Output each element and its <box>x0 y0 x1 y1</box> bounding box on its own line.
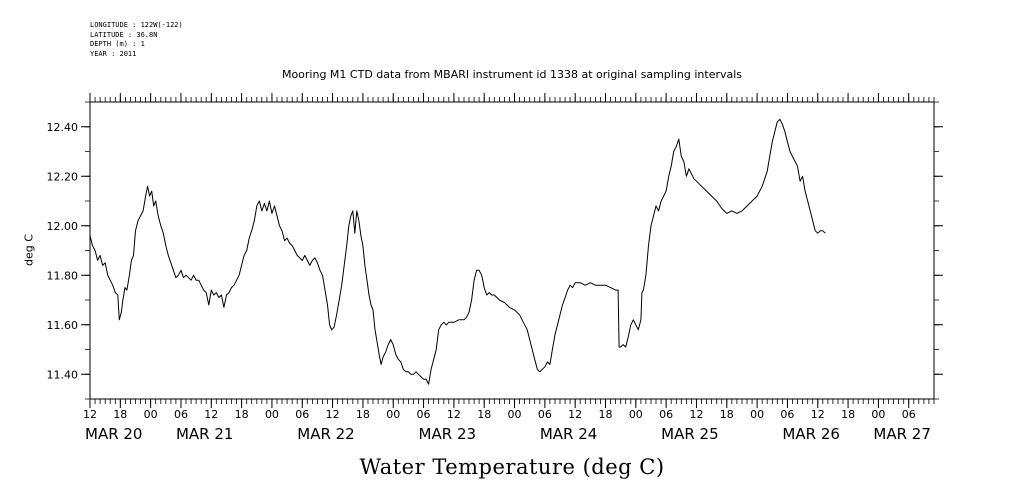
x-tick-label: 18 <box>841 408 855 421</box>
x-axis-label: Water Temperature (deg C) <box>359 455 665 479</box>
y-tick-label: 11.40 <box>47 368 79 381</box>
x-tick-label: 18 <box>720 408 734 421</box>
x-tick-label: 18 <box>356 408 370 421</box>
x-tick-label: 06 <box>659 408 673 421</box>
x-tick-label: 00 <box>871 408 885 421</box>
x-tick-label: 18 <box>477 408 491 421</box>
minor-tick-path <box>85 97 939 404</box>
x-date-label: MAR 27 <box>873 425 930 443</box>
x-tick-label: 00 <box>144 408 158 421</box>
x-tick-label: 06 <box>902 408 916 421</box>
x-tick-label: 18 <box>235 408 249 421</box>
plot-frame <box>89 101 935 400</box>
meta-longitude: LONGITUDE : 122W(-122) <box>90 21 183 29</box>
x-tick-label: 00 <box>265 408 279 421</box>
y-tick-label: 12.20 <box>47 170 79 183</box>
metadata-block: LONGITUDE : 122W(-122) LATITUDE : 36.8N … <box>90 21 183 59</box>
x-tick-label: 12 <box>326 408 340 421</box>
series-line <box>89 118 826 385</box>
x-tick-label: 12 <box>204 408 218 421</box>
x-tick-label: 00 <box>508 408 522 421</box>
x-date-label: MAR 24 <box>540 425 597 443</box>
x-tick-label: 12 <box>568 408 582 421</box>
minor-ticks <box>85 97 939 404</box>
meta-depth: DEPTH (m) : 1 <box>90 40 145 48</box>
x-tick-label: 06 <box>295 408 309 421</box>
x-tick-label: 12 <box>689 408 703 421</box>
x-tick-label: 12 <box>83 408 97 421</box>
x-tick-label: 06 <box>174 408 188 421</box>
series-group <box>89 118 826 385</box>
chart-title: Mooring M1 CTD data from MBARI instrumen… <box>281 68 743 81</box>
x-tick-label: 12 <box>447 408 461 421</box>
x-tick-label: 06 <box>417 408 431 421</box>
x-tick-label: 00 <box>629 408 643 421</box>
x-date-label: MAR 26 <box>782 425 839 443</box>
x-tick-label: 18 <box>113 408 127 421</box>
x-date-label: MAR 21 <box>176 425 233 443</box>
y-tick-label: 12.40 <box>47 121 79 134</box>
x-date-label: MAR 20 <box>85 425 142 443</box>
x-tick-label: 06 <box>538 408 552 421</box>
x-tick-label: 00 <box>386 408 400 421</box>
meta-latitude: LATITUDE : 36.8N <box>90 30 158 39</box>
x-tick-label: 00 <box>750 408 764 421</box>
y-axis-ticks: 11.40 11.60 11.80 12.00 12.20 12.40 <box>47 121 943 381</box>
x-date-label: MAR 23 <box>419 425 476 443</box>
y-tick-label: 12.00 <box>47 220 79 233</box>
y-tick-label: 11.60 <box>47 319 79 332</box>
x-tick-label: 12 <box>811 408 825 421</box>
meta-year: YEAR : 2011 <box>90 49 137 58</box>
x-axis-ticks: 12 18 00 06 12 18 00 06 12 18 00 06 12 18 00 06 12 18 00 06… <box>83 93 931 443</box>
x-tick-label: 06 <box>780 408 794 421</box>
x-date-label: MAR 22 <box>297 425 354 443</box>
x-date-label: MAR 25 <box>661 425 718 443</box>
x-tick-label: 18 <box>598 408 612 421</box>
y-tick-label: 11.80 <box>47 269 79 282</box>
